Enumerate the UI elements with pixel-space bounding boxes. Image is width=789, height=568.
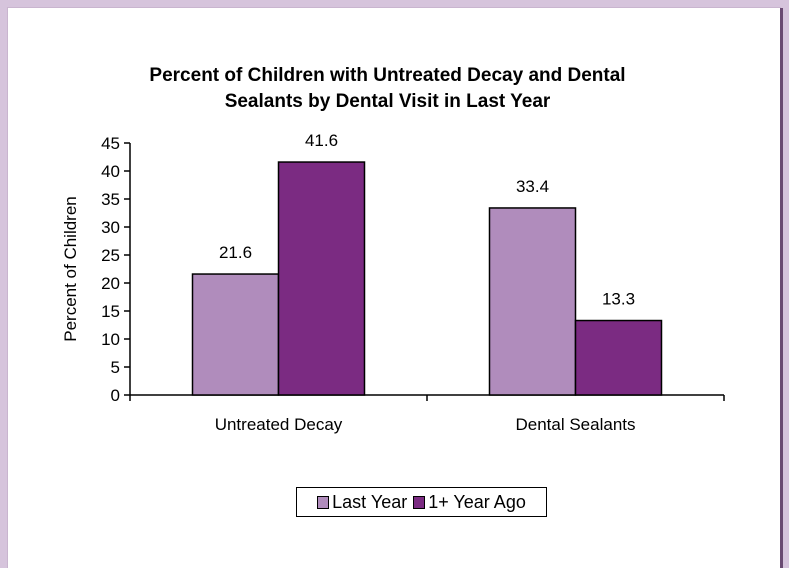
legend-swatch-1-year-ago — [413, 495, 426, 509]
y-tick-label: 20 — [101, 274, 120, 293]
y-tick-label: 15 — [101, 302, 120, 321]
y-tick-label: 40 — [101, 162, 120, 181]
y-tick-label: 5 — [111, 358, 120, 377]
bar — [488, 207, 577, 396]
y-axis-title: Percent of Children — [61, 196, 80, 342]
x-category-label: Untreated Decay — [215, 415, 343, 434]
bar-value-label: 13.3 — [602, 290, 635, 309]
legend-item-1-year-ago: 1+ Year Ago — [413, 492, 526, 513]
y-tick-label: 35 — [101, 190, 120, 209]
chart-panel — [8, 8, 780, 568]
x-category-label: Dental Sealants — [515, 415, 635, 434]
bar-value-label: 21.6 — [219, 243, 252, 262]
legend-label-1-year-ago: 1+ Year Ago — [428, 491, 526, 512]
bar-value-label: 41.6 — [305, 131, 338, 150]
chart-title: Percent of Children with Untreated Decay… — [0, 63, 775, 115]
chart-title-line-2: Sealants by Dental Visit in Last Year — [224, 91, 551, 112]
bar — [277, 161, 366, 396]
y-tick-label: 10 — [101, 330, 120, 349]
bar — [191, 273, 280, 396]
legend-swatch-last-year — [317, 495, 330, 509]
legend-label-last-year: Last Year — [332, 491, 408, 512]
bar-value-label: 33.4 — [516, 177, 549, 196]
y-tick-label: 0 — [111, 386, 120, 405]
bar — [574, 319, 663, 396]
y-tick-label: 45 — [101, 134, 120, 153]
y-tick-label: 30 — [101, 218, 120, 237]
chart-legend: Last Year 1+ Year Ago — [296, 487, 547, 517]
y-tick-label: 25 — [101, 246, 120, 265]
legend-item-last-year: Last Year — [317, 492, 407, 513]
chart-title-line-1: Percent of Children with Untreated Decay… — [149, 65, 626, 86]
